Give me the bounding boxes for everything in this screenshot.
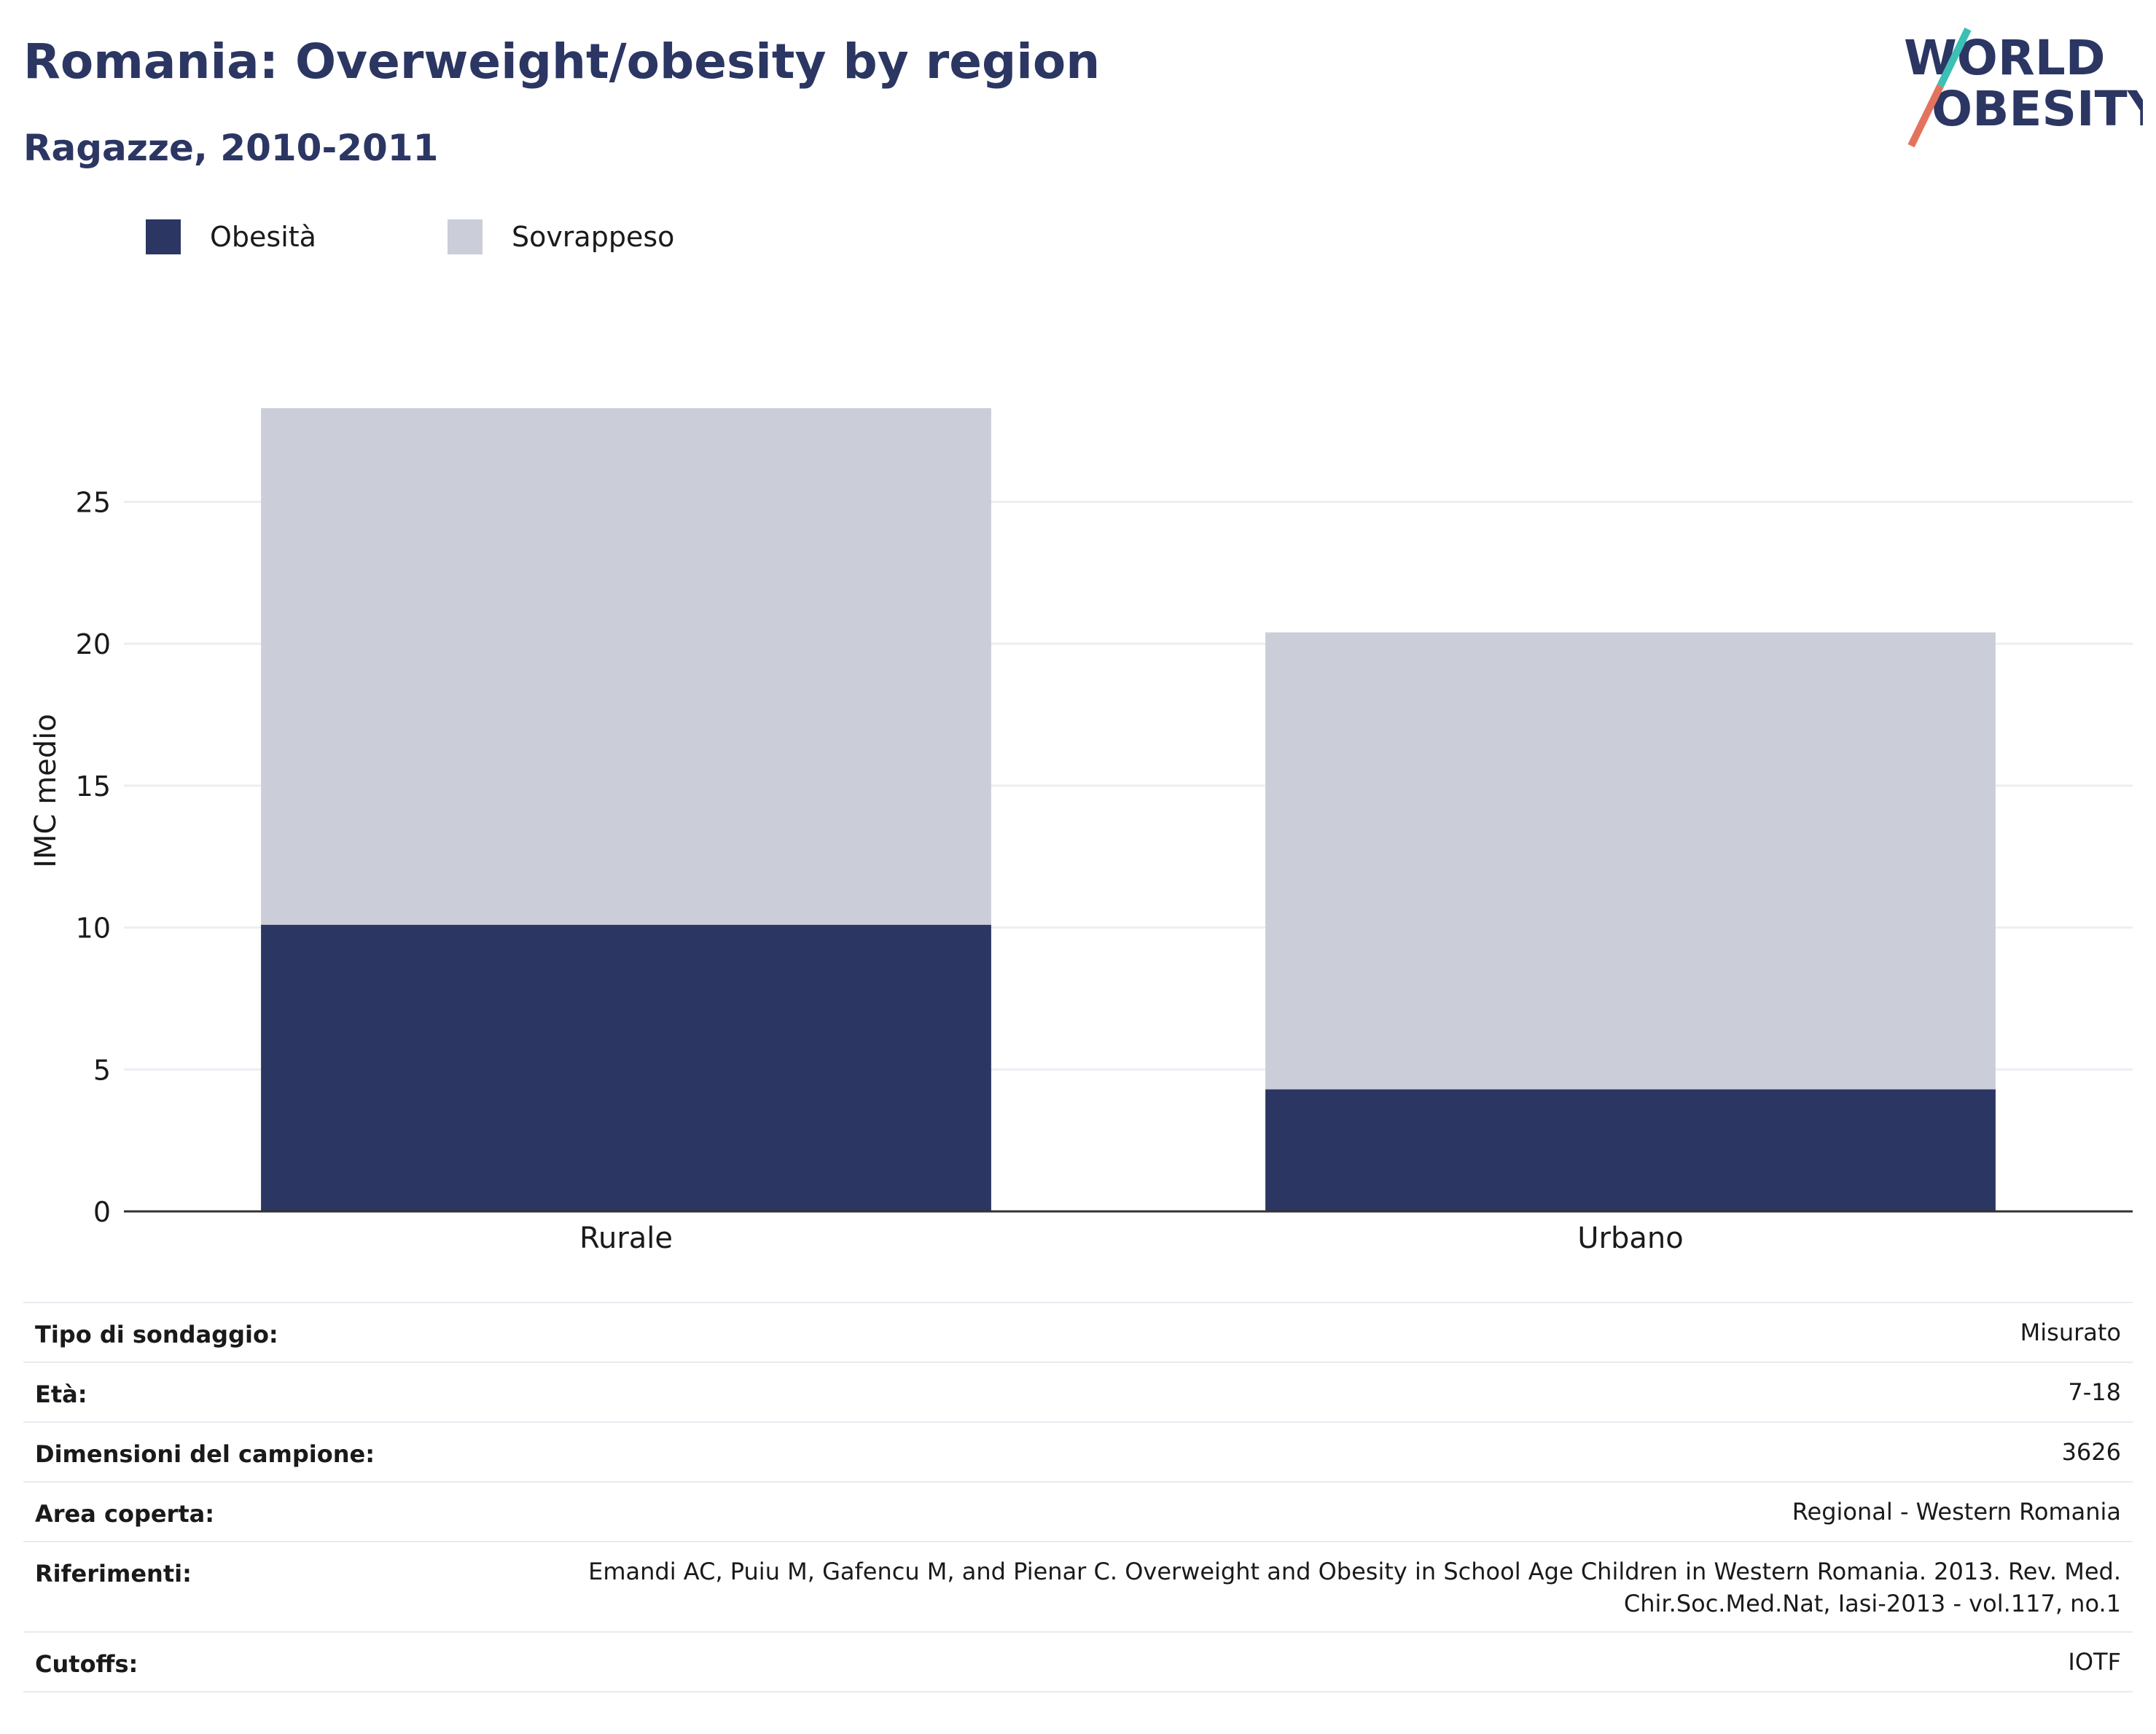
x-tick-label: Urbano: [1577, 1222, 1683, 1254]
bar-overweight-urbano[interactable]: [1265, 632, 1996, 1090]
legend-swatch-obesity: [146, 219, 181, 254]
info-value: 7-18: [557, 1362, 2133, 1423]
info-row: Dimensioni del campione: 3626: [23, 1421, 2133, 1483]
info-key: Cutoffs:: [23, 1631, 557, 1692]
info-table: Tipo di sondaggio: Misurato Età: 7-18 Dimens…: [23, 1302, 2133, 1692]
legend: Obesità Sovrappeso: [146, 219, 747, 255]
legend-item-overweight[interactable]: Sovrappeso: [447, 219, 675, 254]
page-subtitle: Ragazze, 2010-2011: [23, 127, 439, 169]
logo-line1: WORLD: [1904, 30, 2106, 86]
bar-overweight-rurale[interactable]: [261, 408, 991, 925]
page-title: Romania: Overweight/obesity by region: [23, 34, 1101, 90]
info-value-line: Chir.Soc.Med.Nat, Iasi-2013 - vol.117, n…: [1623, 1590, 2121, 1617]
info-key: Riferimenti:: [23, 1541, 557, 1633]
info-row: Riferimenti: Emandi AC, Puiu M, Gafencu M…: [23, 1541, 2133, 1633]
bar-chart: 0 5 10 15 20 25 Rurale Urbano IMC medio: [29, 408, 2133, 1254]
axes: 0 5 10 15 20 25 Rurale Urbano: [76, 487, 2133, 1254]
legend-swatch-overweight: [447, 219, 483, 254]
legend-label-overweight: Sovrappeso: [511, 221, 675, 253]
logo-slash-teal: [1937, 27, 1972, 88]
y-tick-label: 5: [93, 1054, 111, 1086]
y-tick-label: 15: [76, 770, 111, 802]
info-row: Cutoffs: IOTF: [23, 1631, 2133, 1692]
info-key: Area coperta:: [23, 1481, 557, 1542]
y-tick-label: 25: [76, 487, 111, 519]
info-value: IOTF: [557, 1631, 2133, 1692]
info-key: Età:: [23, 1362, 557, 1423]
logo-line2: OBESITY: [1932, 81, 2143, 137]
info-value: Misurato: [557, 1302, 2133, 1363]
info-key: Dimensioni del campione:: [23, 1421, 557, 1483]
info-row: Tipo di sondaggio: Misurato: [23, 1302, 2133, 1363]
y-tick-label: 20: [76, 628, 111, 660]
info-value: Regional - Western Romania: [557, 1481, 2133, 1542]
bars: [261, 408, 1996, 1211]
y-tick-label: 0: [93, 1196, 111, 1228]
info-key: Tipo di sondaggio:: [23, 1302, 557, 1363]
info-row: Area coperta: Regional - Western Romania: [23, 1481, 2133, 1542]
bar-obesity-urbano[interactable]: [1265, 1089, 1996, 1211]
legend-item-obesity[interactable]: Obesità: [146, 219, 316, 254]
logo-slash-red: [1907, 84, 1944, 148]
info-value: 3626: [557, 1421, 2133, 1483]
info-value-line: Emandi AC, Puiu M, Gafencu M, and Pienar…: [588, 1558, 2121, 1585]
y-axis-label: IMC medio: [29, 714, 63, 868]
bar-obesity-rurale[interactable]: [261, 924, 991, 1211]
y-tick-label: 10: [76, 913, 111, 945]
world-obesity-logo: WORLD OBESITY: [1904, 27, 2143, 148]
legend-label-obesity: Obesità: [210, 221, 316, 253]
x-tick-label: Rurale: [579, 1222, 673, 1254]
info-row: Età: 7-18: [23, 1362, 2133, 1423]
info-value: Emandi AC, Puiu M, Gafencu M, and Pienar…: [557, 1541, 2133, 1633]
